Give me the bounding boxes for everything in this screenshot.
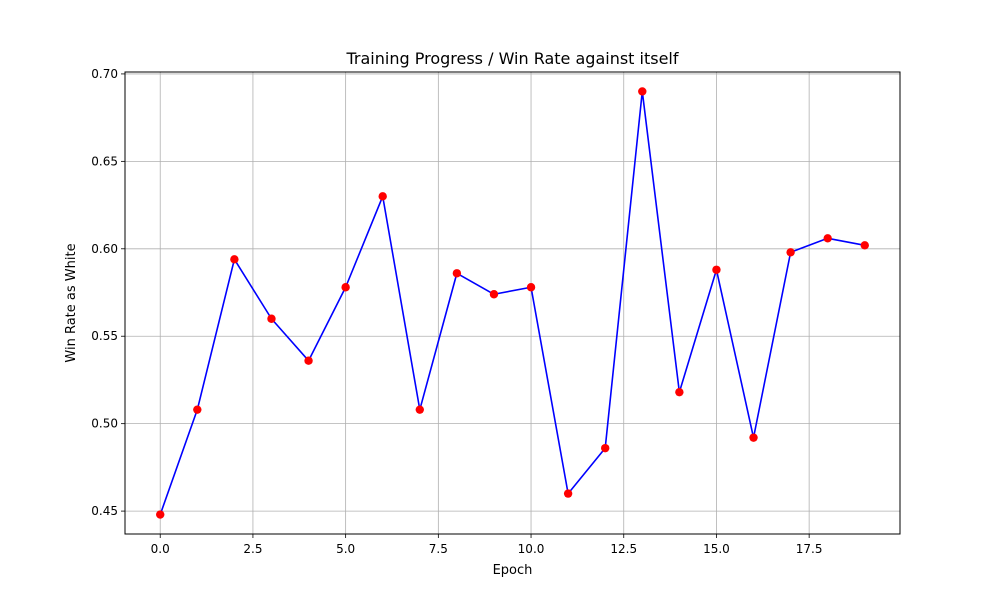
data-point [452,269,462,278]
data-point [267,314,276,323]
x-tick-label: 2.5 [243,542,262,556]
y-tick-label: 0.70 [91,67,118,81]
data-point [601,443,610,453]
ticks: 0.0 2.5 5.0 7.5 10.0 12.5 15.0 17.5 0.45 0.50 0.55… [91,67,822,556]
x-tick-label: 7.5 [429,542,448,556]
y-tick-label: 0.65 [91,154,118,168]
chart-title: Training Progress / Win Rate against its… [346,49,679,68]
x-tick-label: 5.0 [336,542,355,556]
data-point [489,290,499,299]
data-point [415,405,424,414]
x-tick-label: 12.5 [610,542,637,556]
x-tick-label: 0.0 [151,542,170,556]
y-tick-label: 0.60 [91,242,118,256]
series-layer [156,87,869,519]
data-point [230,255,239,264]
data-point [563,489,573,498]
data-point [638,87,647,96]
data-point [712,265,721,274]
data-point [304,356,313,365]
y-axis-label: Win Rate as White [64,243,79,362]
grid [125,72,900,534]
data-point [823,234,832,243]
y-tick-label: 0.55 [91,329,118,343]
x-tick-label: 17.5 [796,542,823,556]
x-tick-label: 15.0 [703,542,730,556]
y-tick-label: 0.50 [91,417,118,431]
data-point [860,241,869,250]
data-point [526,283,536,292]
x-tick-label: 10.0 [518,542,545,556]
data-point [749,433,758,442]
data-point [156,510,165,519]
data-point [786,248,795,257]
data-point [341,283,350,292]
plot-frame [124,71,901,535]
y-tick-label: 0.45 [91,504,118,518]
data-point [675,387,684,397]
x-axis-label: Epoch [493,563,533,578]
series-line [159,90,865,515]
data-point [193,405,202,414]
data-point [378,192,387,201]
